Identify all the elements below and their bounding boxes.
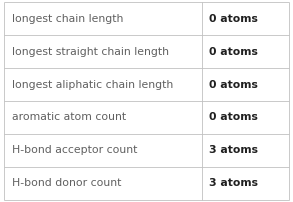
Text: aromatic atom count: aromatic atom count xyxy=(12,113,126,122)
Text: 3 atoms: 3 atoms xyxy=(209,179,258,188)
Text: longest straight chain length: longest straight chain length xyxy=(12,46,169,57)
Text: 0 atoms: 0 atoms xyxy=(209,46,258,57)
Text: longest chain length: longest chain length xyxy=(12,14,123,23)
Text: 0 atoms: 0 atoms xyxy=(209,80,258,89)
Text: 0 atoms: 0 atoms xyxy=(209,14,258,23)
Text: longest aliphatic chain length: longest aliphatic chain length xyxy=(12,80,173,89)
Text: 0 atoms: 0 atoms xyxy=(209,113,258,122)
Text: 3 atoms: 3 atoms xyxy=(209,145,258,156)
Text: H-bond acceptor count: H-bond acceptor count xyxy=(12,145,137,156)
Text: H-bond donor count: H-bond donor count xyxy=(12,179,121,188)
